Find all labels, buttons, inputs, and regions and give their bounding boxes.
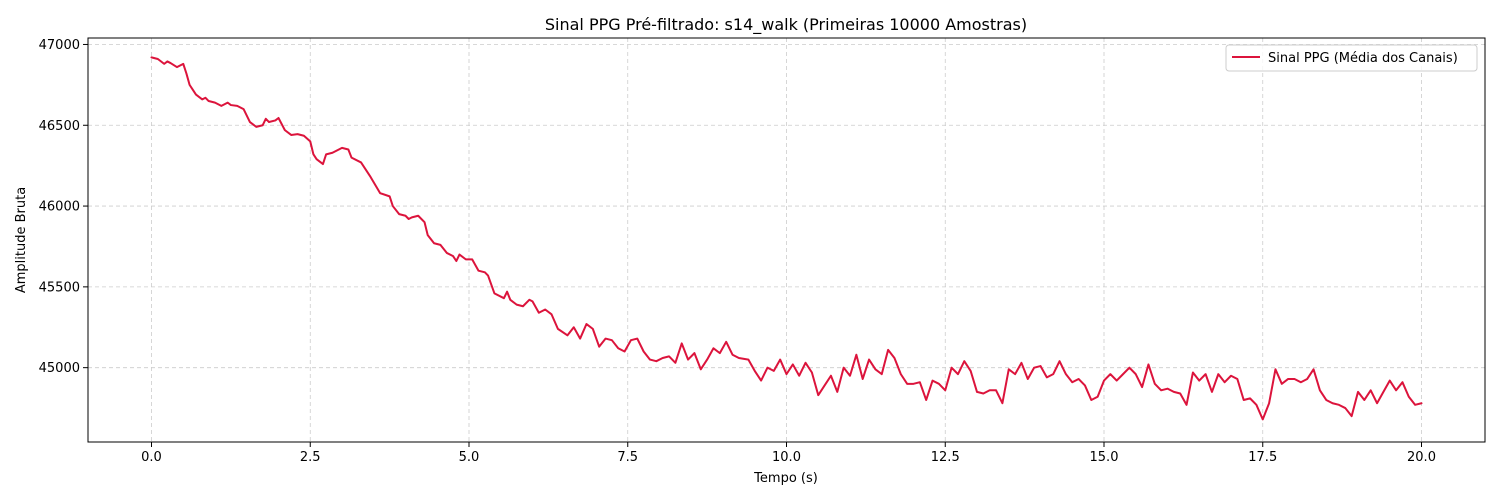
x-tick-label: 0.0 xyxy=(141,450,162,465)
y-tick-label: 46500 xyxy=(39,119,80,134)
plot-area xyxy=(150,56,1423,421)
x-tick-label: 5.0 xyxy=(459,450,480,465)
legend-label: Sinal PPG (Média dos Canais) xyxy=(1268,51,1458,66)
series-line xyxy=(150,56,1423,421)
x-tick-label: 15.0 xyxy=(1090,450,1119,465)
legend-box xyxy=(1225,44,1478,72)
x-tick-label: 17.5 xyxy=(1248,450,1277,465)
x-tick-label: 10.0 xyxy=(772,450,801,465)
y-axis: 45000 45500 46000 46500 47000 xyxy=(39,38,88,376)
y-tick-label: 46000 xyxy=(39,200,80,215)
y-axis-label: Amplitude Bruta xyxy=(14,187,29,293)
y-tick-label: 45500 xyxy=(39,280,80,295)
y-tick-label: 45000 xyxy=(39,361,80,376)
x-tick-label: 7.5 xyxy=(617,450,638,465)
x-axis-label: Tempo (s) xyxy=(753,471,818,486)
legend: Sinal PPG (Média dos Canais) xyxy=(1225,44,1478,72)
x-tick-label: 12.5 xyxy=(931,450,960,465)
x-tick-label: 2.5 xyxy=(300,450,321,465)
grid xyxy=(88,38,1485,442)
y-tick-label: 47000 xyxy=(39,38,80,53)
x-axis: 0.0 2.5 5.0 7.5 10.0 12.5 15.0 17.5 20.0 xyxy=(141,442,1436,465)
x-tick-label: 20.0 xyxy=(1407,450,1436,465)
chart-title: Sinal PPG Pré-filtrado: s14_walk (Primei… xyxy=(545,15,1027,35)
